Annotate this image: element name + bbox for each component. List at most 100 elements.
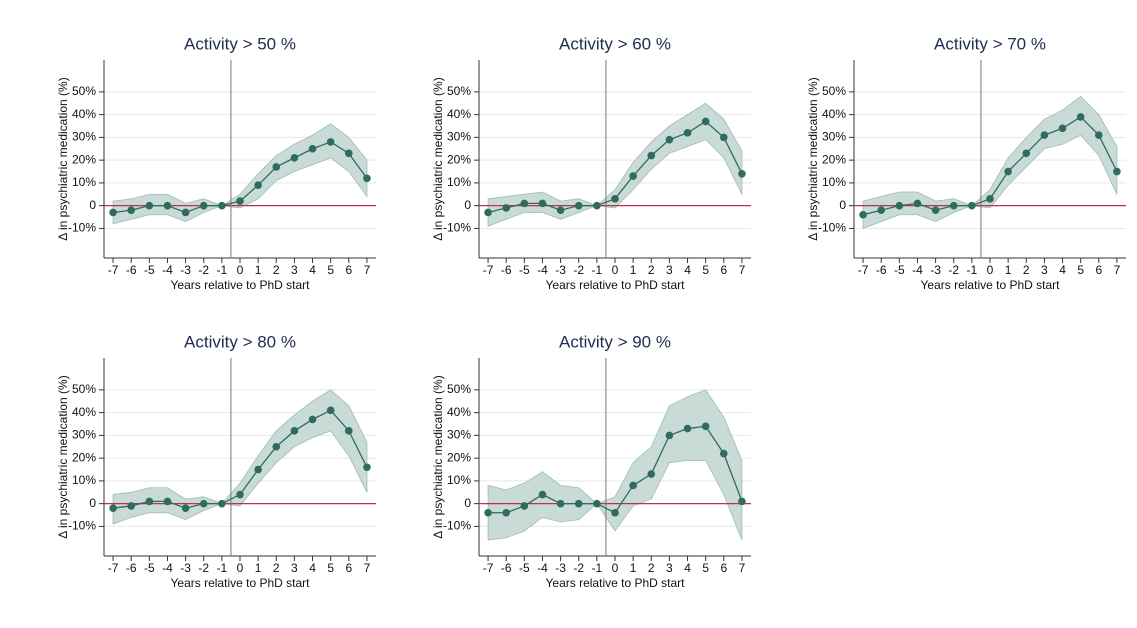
y-tick-label: 50%	[447, 382, 471, 396]
point	[272, 163, 281, 171]
y-tick-label: 30%	[822, 130, 846, 144]
x-tick-label: 1	[1005, 263, 1012, 277]
point	[683, 424, 692, 433]
x-tick-label: 2	[648, 561, 655, 575]
x-tick-label: 3	[666, 561, 673, 575]
point	[986, 195, 994, 203]
panel-title: Activity > 60 %	[559, 34, 671, 53]
y-tick-label: 50%	[822, 84, 846, 98]
point	[520, 502, 529, 510]
y-tick-label: 30%	[72, 130, 96, 144]
panel: Activity > 70 % Δ in psychiatric medicati…	[806, 34, 1126, 292]
x-tick-label: 7	[739, 561, 746, 575]
x-tick-label: -6	[126, 561, 137, 575]
x-tick-label: 4	[684, 561, 691, 575]
x-tick-label: 3	[1041, 263, 1048, 277]
x-tick-label: 0	[612, 561, 619, 575]
x-tick-label: -1	[592, 561, 603, 575]
x-tick-label: 2	[1023, 263, 1030, 277]
x-tick-label: 4	[684, 263, 691, 277]
point	[290, 154, 299, 162]
y-tick-label: 30%	[72, 428, 96, 442]
x-tick-label: -3	[555, 561, 566, 575]
y-tick-label: 30%	[447, 130, 471, 144]
point	[611, 508, 619, 517]
point	[611, 195, 619, 203]
x-tick-label: -5	[519, 263, 530, 277]
y-tick-label: 10%	[72, 175, 96, 189]
point	[1022, 149, 1031, 158]
x-tick-label: -3	[180, 561, 191, 575]
x-tick-label: -1	[592, 263, 603, 277]
x-tick-label: 6	[1095, 263, 1102, 277]
point	[363, 463, 371, 472]
point	[502, 508, 510, 517]
point	[701, 422, 710, 431]
y-tick-label: 20%	[447, 152, 471, 166]
x-tick-label: -3	[930, 263, 941, 277]
y-tick-label: 50%	[72, 84, 96, 98]
x-axis-label: Years relative to PhD start	[546, 278, 686, 292]
point	[593, 499, 601, 508]
confidence-band	[487, 102, 743, 227]
point	[877, 206, 885, 215]
x-tick-label: -7	[108, 561, 119, 575]
y-tick-label: 0	[464, 198, 471, 212]
point	[181, 208, 190, 217]
point	[895, 201, 904, 210]
point	[968, 201, 976, 210]
point	[665, 135, 674, 144]
panel-title: Activity > 50 %	[184, 34, 296, 53]
y-tick-label: 20%	[822, 152, 846, 166]
x-axis-label: Years relative to PhD start	[171, 576, 311, 590]
point	[931, 206, 940, 215]
x-tick-label: 6	[720, 263, 727, 277]
point	[913, 199, 922, 208]
point	[326, 138, 335, 146]
x-tick-label: -7	[483, 263, 494, 277]
x-tick-label: -7	[108, 263, 119, 277]
point	[629, 172, 637, 180]
x-tick-label: -6	[876, 263, 887, 277]
y-tick-label: -10%	[68, 221, 96, 235]
y-axis-label: Δ in psychiatric medication (%)	[56, 375, 70, 538]
x-tick-label: 1	[255, 561, 262, 575]
y-axis-label: Δ in psychiatric medication (%)	[431, 77, 445, 240]
point	[272, 442, 281, 451]
point	[520, 199, 529, 208]
confidence-band	[112, 123, 368, 225]
confidence-band	[862, 95, 1118, 229]
x-tick-label: 0	[237, 263, 244, 277]
x-tick-label: -2	[198, 561, 209, 575]
point	[254, 465, 262, 474]
x-tick-label: 6	[720, 561, 727, 575]
y-tick-label: 10%	[72, 473, 96, 487]
x-tick-label: 3	[291, 561, 298, 575]
point	[593, 201, 601, 210]
point	[218, 201, 226, 210]
point	[859, 210, 867, 219]
x-tick-label: 1	[630, 561, 637, 575]
y-tick-label: 10%	[447, 473, 471, 487]
panel-title: Activity > 90 %	[559, 332, 671, 351]
x-tick-label: -1	[217, 263, 228, 277]
x-tick-label: -4	[912, 263, 923, 277]
y-tick-label: 30%	[447, 428, 471, 442]
x-tick-label: -4	[537, 561, 548, 575]
y-tick-label: -10%	[68, 519, 96, 533]
point	[145, 497, 154, 506]
point	[163, 497, 172, 506]
y-axis-label: Δ in psychiatric medication (%)	[56, 77, 70, 240]
x-tick-label: -2	[948, 263, 959, 277]
x-tick-label: 7	[364, 561, 371, 575]
point	[683, 129, 692, 137]
point	[720, 133, 728, 142]
point	[127, 206, 135, 215]
x-tick-label: 4	[1059, 263, 1066, 277]
x-axis-label: Years relative to PhD start	[921, 278, 1061, 292]
point	[647, 470, 656, 478]
confidence-band	[487, 389, 743, 541]
point	[556, 206, 565, 215]
x-tick-label: 2	[273, 263, 280, 277]
confidence-band	[112, 389, 368, 525]
